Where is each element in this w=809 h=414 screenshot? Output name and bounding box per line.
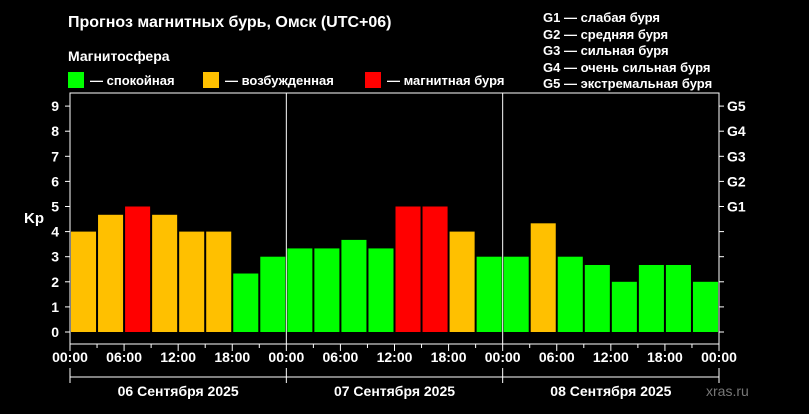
y-tick-label: 3 [51, 249, 59, 265]
magnetosphere-title: Магнитосфера [68, 48, 170, 64]
x-tick-label: 06:00 [106, 349, 142, 365]
legend-item-calm: — спокойная [68, 72, 175, 88]
kp-bar [476, 256, 502, 332]
legend-swatch-excited [203, 72, 219, 88]
kp-bar [611, 281, 637, 332]
y-tick-label: 2 [51, 274, 59, 290]
g-level-label: G2 [727, 173, 746, 189]
g-level-label: G4 [727, 123, 746, 139]
kp-bar [71, 231, 97, 332]
y-tick-label: 1 [51, 299, 59, 315]
y-tick-label: 0 [51, 324, 59, 340]
g-level-label: G3 [727, 148, 746, 164]
kp-bar [206, 231, 232, 332]
kp-bar [368, 248, 394, 332]
x-tick-label: 18:00 [431, 349, 467, 365]
y-tick-label: 7 [51, 148, 59, 164]
legend-swatch-storm [365, 72, 381, 88]
g-level-label: G1 [727, 199, 746, 215]
kp-bar [557, 256, 583, 332]
kp-bar [584, 264, 610, 332]
kp-bar [530, 223, 556, 332]
page-title: Прогноз магнитных бурь, Омск (UTC+06) [68, 14, 392, 31]
kp-bar [314, 248, 340, 332]
legend-item-excited: — возбужденная [203, 72, 334, 88]
day-label: 08 Сентября 2025 [550, 383, 671, 399]
watermark: xras.ru [706, 383, 749, 399]
legend-item-storm: — магнитная буря [365, 72, 504, 88]
y-tick-label: 8 [51, 123, 59, 139]
g-scale-item-g5: G5 — экстремальная буря [543, 76, 713, 91]
legend-label-calm: — спокойная [90, 73, 175, 88]
x-tick-label: 12:00 [160, 349, 196, 365]
kp-bar [449, 231, 475, 332]
legend-swatch-calm [68, 72, 84, 88]
x-tick-label: 00:00 [701, 349, 737, 365]
kp-bar [260, 256, 286, 332]
day-label: 06 Сентября 2025 [118, 383, 239, 399]
kp-bar [125, 206, 151, 332]
g-scale-item-g4: G4 — очень сильная буря [543, 59, 711, 75]
y-axis-label: Kp [24, 210, 44, 227]
x-tick-label: 00:00 [485, 349, 521, 365]
kp-bar [503, 256, 529, 332]
x-tick-label: 06:00 [323, 349, 359, 365]
kp-bar [233, 273, 259, 332]
day-label: 07 Сентября 2025 [334, 383, 455, 399]
x-tick-label: 00:00 [268, 349, 304, 365]
x-tick-label: 12:00 [377, 349, 413, 365]
g-scale-item-g1: G1 — слабая буря [543, 10, 661, 25]
legend-label-excited: — возбужденная [225, 73, 334, 88]
g-level-label: G5 [727, 98, 746, 114]
y-tick-label: 4 [51, 224, 59, 240]
g-scale-legend: G1 — слабая буря G2 — средняя буря G3 — … [543, 10, 712, 93]
legend-label-storm: — магнитная буря [387, 73, 505, 88]
kp-bar [422, 206, 448, 332]
kp-bar [638, 264, 664, 332]
kp-bar [341, 239, 367, 332]
x-tick-label: 12:00 [593, 349, 629, 365]
kp-bar [287, 248, 313, 332]
y-tick-label: 6 [51, 173, 59, 189]
g-scale-item-g2: G2 — средняя буря [543, 26, 669, 42]
kp-bar [395, 206, 421, 332]
x-tick-label: 18:00 [214, 349, 250, 365]
kp-bar [665, 264, 691, 332]
y-tick-label: 9 [51, 98, 59, 114]
y-tick-label: 5 [51, 199, 59, 215]
x-tick-label: 06:00 [539, 349, 575, 365]
kp-bar [692, 281, 718, 332]
x-tick-label: 18:00 [647, 349, 683, 365]
kp-bar [179, 231, 205, 332]
x-tick-label: 00:00 [52, 349, 88, 365]
kp-bar [98, 214, 124, 332]
g-scale-item-g3: G3 — сильная буря [543, 43, 669, 58]
kp-bar [152, 214, 178, 332]
